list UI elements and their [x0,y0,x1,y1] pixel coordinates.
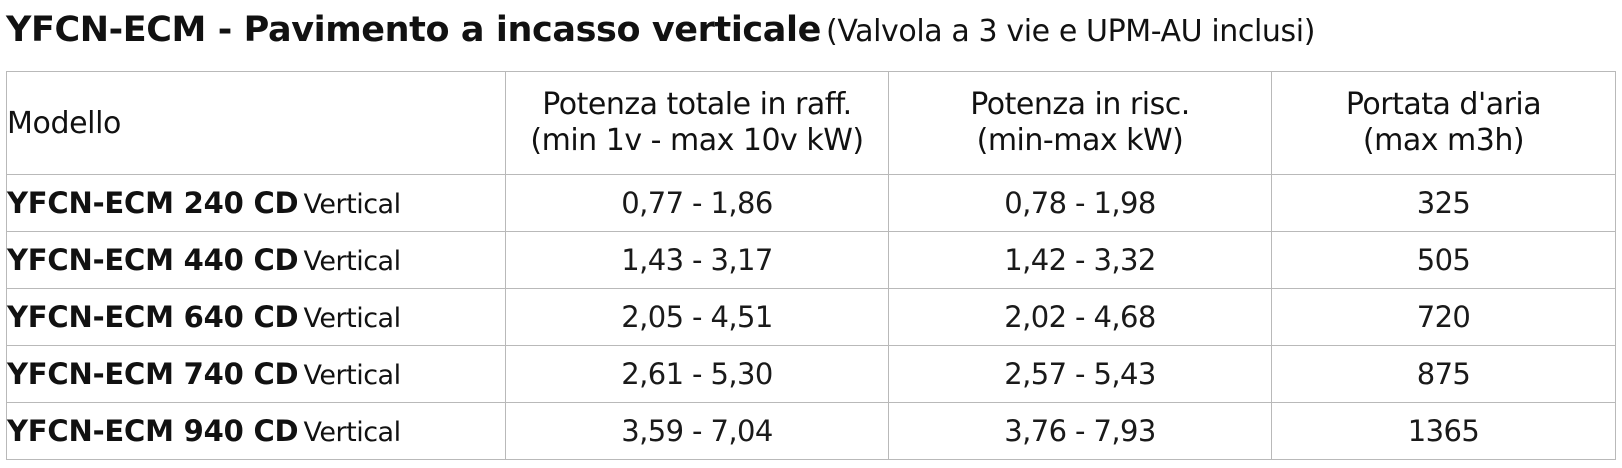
header-airflow: Portata d'aria (max m3h) [1271,71,1616,175]
table-row: YFCN-ECM 940 CD Vertical 3,59 - 7,04 3,7… [6,402,1616,460]
cooling-cell: 2,05 - 4,51 [505,288,889,346]
header-heating: Potenza in risc. (min-max kW) [888,71,1272,175]
table-header-row: Modello Potenza totale in raff. (min 1v … [6,71,1616,175]
model-name: YFCN-ECM 640 CD [7,300,299,334]
model-name: YFCN-ECM 440 CD [7,243,299,277]
table-row: YFCN-ECM 240 CD Vertical 0,77 - 1,86 0,7… [6,174,1616,232]
model-cell: YFCN-ECM 740 CD Vertical [6,345,506,403]
cooling-cell: 3,59 - 7,04 [505,402,889,460]
cooling-cell: 1,43 - 3,17 [505,231,889,289]
table-row: YFCN-ECM 640 CD Vertical 2,05 - 4,51 2,0… [6,288,1616,346]
table-row: YFCN-ECM 440 CD Vertical 1,43 - 3,17 1,4… [6,231,1616,289]
heating-cell: 3,76 - 7,93 [888,402,1272,460]
model-type: Vertical [303,246,402,277]
page-title: YFCN-ECM - Pavimento a incasso verticale… [6,6,1315,58]
model-type: Vertical [303,189,402,220]
model-type: Vertical [303,360,402,391]
title-subtitle: (Valvola a 3 vie e UPM-AU inclusi) [826,14,1316,49]
header-airflow-line1: Portata d'aria [1345,87,1542,122]
heating-cell: 1,42 - 3,32 [888,231,1272,289]
airflow-cell: 720 [1271,288,1616,346]
model-cell: YFCN-ECM 240 CD Vertical [6,174,506,232]
title-main: YFCN-ECM - Pavimento a incasso verticale [6,10,821,50]
cooling-cell: 2,61 - 5,30 [505,345,889,403]
airflow-cell: 1365 [1271,402,1616,460]
header-airflow-line2: (max m3h) [1362,123,1525,158]
header-heating-line1: Potenza in risc. [970,87,1190,122]
model-cell: YFCN-ECM 640 CD Vertical [6,288,506,346]
table-row: YFCN-ECM 740 CD Vertical 2,61 - 5,30 2,5… [6,345,1616,403]
header-heating-line2: (min-max kW) [976,123,1184,158]
airflow-cell: 325 [1271,174,1616,232]
airflow-cell: 505 [1271,231,1616,289]
heating-cell: 2,57 - 5,43 [888,345,1272,403]
model-type: Vertical [303,303,402,334]
model-name: YFCN-ECM 940 CD [7,414,299,448]
model-name: YFCN-ECM 740 CD [7,357,299,391]
header-cooling: Potenza totale in raff. (min 1v - max 10… [505,71,889,175]
heating-cell: 0,78 - 1,98 [888,174,1272,232]
header-cooling-line1: Potenza totale in raff. [542,87,852,122]
spec-table: Modello Potenza totale in raff. (min 1v … [6,71,1616,460]
airflow-cell: 875 [1271,345,1616,403]
heating-cell: 2,02 - 4,68 [888,288,1272,346]
model-type: Vertical [303,417,402,448]
model-cell: YFCN-ECM 940 CD Vertical [6,402,506,460]
header-cooling-line2: (min 1v - max 10v kW) [530,123,864,158]
model-cell: YFCN-ECM 440 CD Vertical [6,231,506,289]
model-name: YFCN-ECM 240 CD [7,186,299,220]
header-model: Modello [6,71,506,175]
cooling-cell: 0,77 - 1,86 [505,174,889,232]
